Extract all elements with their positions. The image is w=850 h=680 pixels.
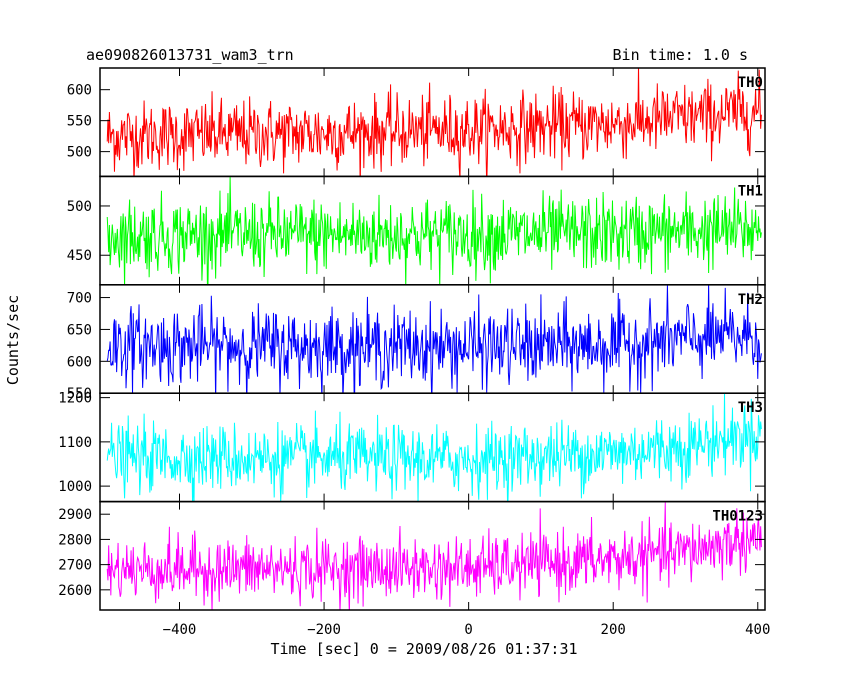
- panel-th1: 450 500 TH1: [67, 175, 766, 286]
- series-line-th1: [106, 176, 762, 285]
- series-line-th3: [106, 393, 762, 502]
- y-tick-label: 600: [67, 83, 92, 99]
- y-tick-label: 1100: [58, 435, 92, 451]
- x-tick-label: 400: [745, 622, 770, 638]
- y-tick-label: 600: [67, 354, 92, 370]
- panel-th0: 500 550 600 TH0: [67, 67, 766, 178]
- y-tick-label: 2900: [58, 507, 92, 523]
- y-tick-label: 1000: [58, 479, 92, 495]
- series-line-th0: [106, 68, 762, 177]
- y-tick-label: 2700: [58, 558, 92, 574]
- y-tick-label: 500: [67, 145, 92, 161]
- series-line-th0123: [106, 502, 762, 611]
- series-line-th2: [106, 284, 762, 394]
- panel-label-th0123: TH0123: [712, 509, 763, 525]
- panel-th0123: 2600 2700 2800 2900 TH0123: [58, 500, 766, 611]
- chart-title: ae090826013731_wam3_trn: [86, 46, 294, 64]
- x-tick-label: −400: [163, 622, 197, 638]
- panel-label-th3: TH3: [738, 400, 763, 416]
- x-tick-label: 0: [464, 622, 472, 638]
- y-axis-label: Counts/sec: [4, 295, 22, 385]
- panel-label-th1: TH1: [738, 183, 763, 199]
- y-tick-label: 2600: [58, 583, 92, 599]
- y-tick-label: 450: [67, 248, 92, 264]
- x-axis-label: Time [sec] 0 = 2009/08/26 01:37:31: [270, 640, 577, 658]
- panel-label-th0: TH0: [738, 75, 763, 91]
- panel-frame: [99, 500, 766, 611]
- x-tick-label: 200: [601, 622, 626, 638]
- y-tick-label: 550: [67, 114, 92, 130]
- y-tick-label: 650: [67, 322, 92, 338]
- panel-th3: 1000 1100 1200 TH3: [58, 391, 766, 503]
- y-tick-label: 500: [67, 199, 92, 215]
- bin-time-label: Bin time: 1.0 s: [613, 46, 748, 64]
- y-tick-label: 550: [67, 386, 92, 402]
- y-tick-label: 1200: [58, 391, 92, 407]
- y-tick-label: 2800: [58, 532, 92, 548]
- panel-label-th2: TH2: [738, 292, 763, 308]
- x-axis: −400 −200 0 200 400: [163, 622, 771, 638]
- y-tick-label: 700: [67, 291, 92, 307]
- x-tick-label: −200: [307, 622, 341, 638]
- panel-th2: 550 600 650 700 TH2: [67, 284, 766, 402]
- panels-layer: 500 550 600 TH0 450 500 TH1 550 600 650 700 TH2 1000…: [58, 67, 766, 611]
